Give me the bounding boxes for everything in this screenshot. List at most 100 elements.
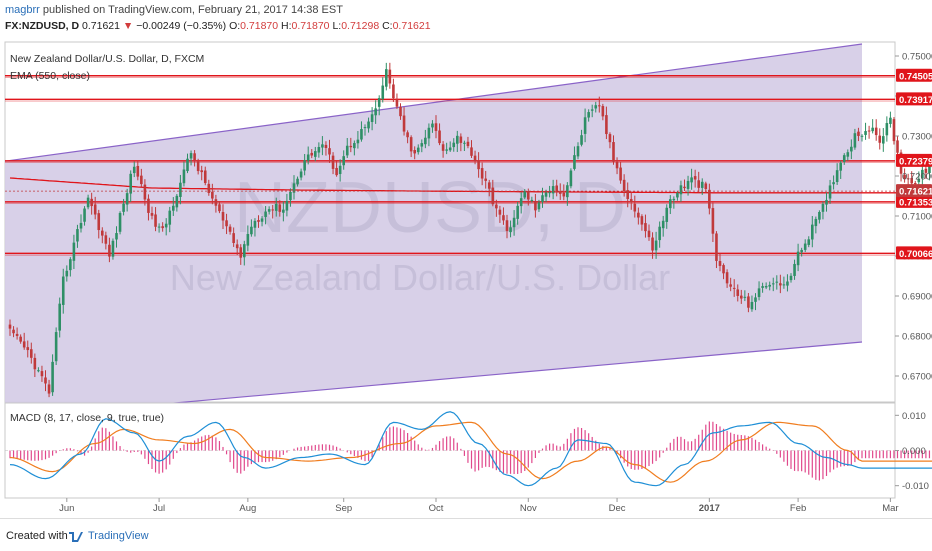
- candle-down: [534, 201, 537, 210]
- candle-down: [197, 162, 200, 171]
- candle-up: [80, 223, 83, 229]
- candle-down: [719, 261, 722, 266]
- candle-down: [406, 132, 409, 137]
- macd-legend: MACD (8, 17, close, 9, true, true): [10, 412, 164, 424]
- candle-down: [602, 106, 605, 116]
- candle-down: [200, 170, 203, 172]
- candle-down: [108, 245, 111, 257]
- candle-up: [577, 146, 580, 156]
- candle-up: [658, 227, 661, 240]
- candle-up: [516, 206, 519, 219]
- candle-up: [843, 155, 846, 162]
- candle-down: [609, 134, 612, 142]
- candle-up: [385, 69, 388, 87]
- macd-tick-label: -0.010: [902, 481, 929, 492]
- candle-down: [396, 100, 399, 107]
- candle-up: [115, 233, 118, 239]
- candle-down: [215, 199, 218, 206]
- candle-up: [854, 133, 857, 147]
- candle-up: [591, 109, 594, 110]
- candle-down: [137, 166, 140, 177]
- candle-up: [662, 221, 665, 228]
- watermark-symbol: NZDUSD, D: [234, 168, 626, 248]
- candle-up: [357, 140, 360, 144]
- candle-up: [158, 227, 161, 228]
- candle-down: [623, 180, 626, 191]
- candle-down: [694, 176, 697, 179]
- candle-down: [101, 231, 104, 236]
- tradingview-brand-link[interactable]: TradingView: [88, 530, 149, 542]
- time-tick-label: Jun: [59, 503, 74, 514]
- candle-down: [502, 215, 505, 220]
- macd-tick-label: 0.010: [902, 411, 926, 422]
- candle-down: [239, 247, 242, 257]
- candle-down: [559, 191, 562, 194]
- ema-legend: EMA (550, close): [10, 70, 90, 82]
- candle-up: [676, 193, 679, 197]
- candle-down: [19, 337, 22, 342]
- candle-down: [477, 160, 480, 169]
- candle-up: [183, 170, 186, 184]
- candle-down: [325, 145, 328, 148]
- candle-down: [634, 204, 637, 212]
- candle-down: [722, 265, 725, 273]
- candle-up: [847, 152, 850, 156]
- candle-down: [648, 231, 651, 237]
- candle-down: [218, 204, 221, 211]
- candle-down: [140, 176, 143, 184]
- candle-up: [367, 122, 370, 129]
- candle-down: [747, 296, 750, 307]
- candle-down: [563, 193, 566, 197]
- candle-down: [335, 168, 338, 175]
- price-pane[interactable]: NZDUSD, D New Zealand Dollar/U.S. Dollar…: [5, 42, 932, 418]
- candle-up: [73, 243, 76, 261]
- candle-up: [37, 370, 40, 371]
- candle-down: [467, 142, 470, 146]
- candle-up: [69, 259, 72, 270]
- candle-down: [435, 123, 438, 131]
- candle-up: [772, 283, 775, 284]
- candle-up: [179, 183, 182, 197]
- candle-up: [800, 250, 803, 252]
- candle-down: [44, 377, 47, 383]
- candle-down: [488, 182, 491, 188]
- price-axis[interactable]: 0.750000.740000.730000.720000.710000.700…: [895, 52, 932, 383]
- candle-up: [797, 252, 800, 266]
- candle-up: [58, 304, 61, 331]
- candle-down: [310, 153, 313, 156]
- time-tick-label: 2017: [699, 503, 720, 514]
- candle-up: [318, 147, 321, 153]
- candle-down: [651, 238, 654, 251]
- candle-up: [360, 129, 363, 139]
- candle-up: [587, 112, 590, 117]
- candle-up: [268, 209, 271, 212]
- candle-down: [598, 105, 601, 106]
- candle-up: [307, 154, 310, 160]
- candle-up: [275, 204, 278, 211]
- candle-down: [506, 220, 509, 231]
- candle-down: [914, 183, 917, 184]
- macd-pane[interactable]: MACD (8, 17, close, 9, true, true): [5, 403, 932, 498]
- time-tick-label: Aug: [239, 503, 256, 514]
- candle-up: [665, 208, 668, 222]
- candle-down: [697, 180, 700, 188]
- candle-down: [236, 244, 239, 248]
- candle-down: [715, 233, 718, 260]
- candle-down: [229, 227, 232, 232]
- time-tick-label: Jul: [153, 503, 165, 514]
- candle-down: [48, 384, 51, 393]
- chart-area[interactable]: NZDUSD, D New Zealand Dollar/U.S. Dollar…: [0, 0, 932, 518]
- candle-down: [94, 204, 97, 214]
- candle-up: [573, 155, 576, 169]
- candle-up: [51, 362, 54, 392]
- candle-down: [211, 192, 214, 199]
- candle-down: [332, 156, 335, 169]
- candle-up: [751, 302, 754, 309]
- candle-up: [783, 284, 786, 285]
- candle-up: [303, 160, 306, 170]
- candle-up: [864, 131, 867, 135]
